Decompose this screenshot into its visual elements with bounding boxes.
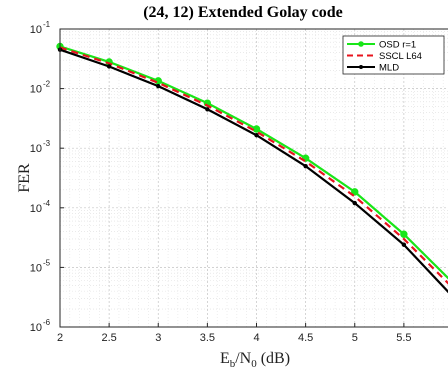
x-axis-label-part: (dB) xyxy=(257,350,290,367)
y-tick-exponent: -4 xyxy=(43,199,51,208)
x-tick-label: 5.5 xyxy=(396,332,411,344)
data-point xyxy=(106,64,112,69)
x-axis-label-subscript: b xyxy=(230,358,236,370)
data-point xyxy=(205,107,210,112)
data-point xyxy=(156,83,161,89)
series-line xyxy=(59,45,448,280)
x-axis-label-part: E xyxy=(220,350,230,367)
y-tick-exponent: -1 xyxy=(43,20,51,29)
y-axis-label: FER xyxy=(16,163,33,193)
legend-marker xyxy=(358,41,364,47)
y-tick-exponent: -3 xyxy=(43,139,51,148)
series-line xyxy=(59,46,448,285)
data-point xyxy=(303,163,308,169)
data-point xyxy=(352,200,357,206)
legend-label: OSD r=1 xyxy=(379,40,416,51)
y-tick-label: 10 xyxy=(30,322,42,334)
y-tick-exponent: -5 xyxy=(43,258,51,267)
series-line xyxy=(59,48,448,294)
data-point xyxy=(401,242,407,247)
data-point xyxy=(252,125,261,133)
data-point xyxy=(400,230,408,238)
tick-labels: 2 2.5 3 3.5 4 4.5 5 5.510-110-210-310-410-510-6 xyxy=(30,20,412,344)
x-axis-label-subscript: 0 xyxy=(251,358,257,370)
x-tick-label: 3.5 xyxy=(200,332,215,344)
data-point xyxy=(351,188,359,196)
y-tick-label: 10 xyxy=(30,84,42,96)
x-tick-label: 2.5 xyxy=(101,332,116,344)
y-tick-label: 10 xyxy=(30,262,42,274)
x-tick-label: 2 xyxy=(57,332,63,344)
series-group xyxy=(56,42,448,294)
y-tick-exponent: -2 xyxy=(43,80,51,89)
y-tick-label: 10 xyxy=(30,143,42,155)
y-tick-label: 10 xyxy=(30,203,42,215)
legend-label: SSCL L64 xyxy=(379,51,422,62)
x-axis-label-part: /N xyxy=(235,350,251,367)
data-point xyxy=(254,133,259,138)
chart-title: (24, 12) Extended Golay code xyxy=(143,4,343,21)
x-tick-label: 3 xyxy=(155,332,161,344)
legend-label: MLD xyxy=(379,63,399,74)
y-tick-exponent: -6 xyxy=(43,318,51,327)
x-axis-label: Eb/N0 (dB) xyxy=(220,350,290,370)
legend-marker xyxy=(359,65,363,69)
x-tick-label: 4 xyxy=(253,332,259,344)
x-tick-label: 4.5 xyxy=(298,332,313,344)
y-tick-label: 10 xyxy=(30,24,42,36)
x-tick-label: 5 xyxy=(352,332,358,344)
